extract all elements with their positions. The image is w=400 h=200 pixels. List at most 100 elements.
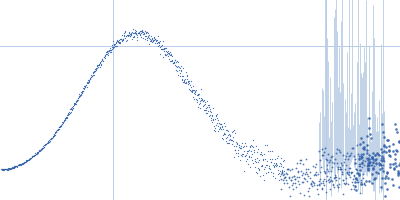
Point: [246, 149, 252, 152]
Point: [279, 170, 286, 173]
Point: [348, 171, 354, 174]
Point: [373, 158, 379, 161]
Point: [61, 120, 68, 123]
Point: [123, 34, 130, 37]
Point: [334, 167, 341, 171]
Point: [335, 185, 342, 188]
Point: [256, 168, 262, 171]
Point: [262, 165, 268, 169]
Point: [86, 80, 92, 83]
Point: [150, 39, 156, 42]
Point: [142, 31, 149, 34]
Point: [386, 154, 392, 157]
Point: [12, 165, 18, 168]
Point: [159, 40, 166, 43]
Point: [135, 32, 141, 35]
Point: [228, 130, 235, 133]
Point: [217, 122, 223, 125]
Point: [110, 45, 117, 48]
Point: [153, 41, 160, 45]
Point: [13, 165, 20, 168]
Point: [206, 103, 212, 107]
Point: [358, 152, 364, 155]
Point: [76, 95, 82, 98]
Point: [147, 39, 153, 43]
Point: [95, 66, 101, 69]
Point: [19, 162, 25, 165]
Point: [0, 168, 6, 171]
Point: [375, 152, 382, 155]
Point: [141, 32, 147, 35]
Point: [276, 174, 283, 178]
Point: [96, 65, 103, 69]
Point: [365, 159, 371, 162]
Point: [240, 153, 246, 156]
Point: [0, 168, 6, 171]
Point: [362, 159, 368, 162]
Point: [7, 167, 13, 171]
Point: [364, 156, 371, 159]
Point: [182, 77, 188, 80]
Point: [254, 171, 260, 175]
Point: [298, 170, 304, 173]
Point: [27, 157, 33, 160]
Point: [378, 160, 385, 163]
Point: [182, 70, 189, 73]
Point: [160, 48, 166, 51]
Point: [114, 39, 120, 42]
Point: [121, 32, 128, 35]
Point: [82, 85, 89, 88]
Point: [71, 102, 78, 105]
Point: [370, 167, 377, 170]
Point: [377, 168, 384, 171]
Point: [104, 49, 110, 53]
Point: [84, 80, 91, 83]
Point: [220, 134, 226, 137]
Point: [363, 179, 369, 183]
Point: [147, 37, 153, 40]
Point: [55, 129, 61, 132]
Point: [396, 139, 400, 142]
Point: [116, 42, 122, 45]
Point: [272, 157, 278, 160]
Point: [271, 164, 278, 168]
Point: [190, 84, 196, 87]
Point: [380, 163, 386, 166]
Point: [384, 170, 390, 173]
Point: [358, 154, 365, 158]
Point: [361, 183, 367, 186]
Point: [322, 172, 328, 175]
Point: [75, 97, 81, 100]
Point: [178, 75, 185, 78]
Point: [372, 154, 378, 157]
Point: [325, 178, 331, 181]
Point: [366, 126, 373, 129]
Point: [119, 39, 125, 42]
Point: [348, 151, 354, 154]
Point: [148, 38, 154, 41]
Point: [183, 81, 190, 84]
Point: [92, 68, 98, 71]
Point: [193, 93, 200, 96]
Point: [162, 46, 169, 49]
Point: [360, 145, 367, 148]
Point: [328, 178, 334, 181]
Point: [211, 129, 217, 132]
Point: [127, 34, 134, 37]
Point: [198, 97, 205, 100]
Point: [370, 161, 376, 164]
Point: [122, 36, 128, 40]
Point: [71, 103, 77, 106]
Point: [41, 144, 48, 147]
Point: [323, 158, 329, 161]
Point: [311, 182, 318, 185]
Point: [264, 163, 270, 167]
Point: [280, 182, 287, 185]
Point: [300, 180, 306, 183]
Point: [305, 189, 312, 192]
Point: [51, 133, 58, 136]
Point: [323, 190, 329, 193]
Point: [28, 156, 34, 159]
Point: [304, 172, 310, 175]
Point: [37, 149, 43, 152]
